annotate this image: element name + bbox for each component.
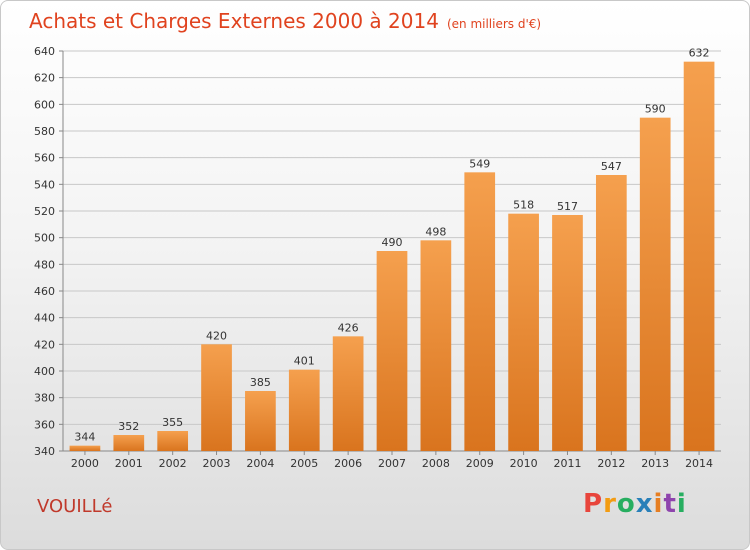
- x-tick-label: 2014: [685, 457, 713, 470]
- x-tick-label: 2012: [597, 457, 625, 470]
- data-label: 518: [513, 199, 534, 212]
- proxiti-logo: Proxiti: [583, 489, 687, 519]
- x-tick-label: 2008: [422, 457, 450, 470]
- y-tick-label: 560: [34, 152, 55, 165]
- logo-letter: t: [663, 489, 677, 519]
- y-tick-label: 460: [34, 285, 55, 298]
- data-label: 590: [645, 103, 666, 116]
- y-tick-label: 380: [34, 392, 55, 405]
- logo-letter: r: [603, 489, 617, 519]
- logo-letter: i: [653, 489, 664, 519]
- y-tick-label: 480: [34, 258, 55, 271]
- x-tick-label: 2010: [510, 457, 538, 470]
- x-tick-label: 2000: [71, 457, 99, 470]
- y-tick-label: 600: [34, 98, 55, 111]
- data-label: 401: [294, 355, 315, 368]
- bar-2013: [639, 117, 671, 452]
- bar-2006: [332, 336, 364, 451]
- data-label: 547: [601, 160, 622, 173]
- bar-2001: [113, 435, 145, 451]
- bar-2009: [464, 172, 496, 452]
- x-tick-label: 2011: [553, 457, 581, 470]
- x-tick-label: 2003: [203, 457, 231, 470]
- x-tick-label: 2006: [334, 457, 362, 470]
- x-tick-label: 2001: [115, 457, 143, 470]
- y-tick-label: 500: [34, 232, 55, 245]
- x-tick-label: 2004: [246, 457, 274, 470]
- logo-letter: P: [583, 489, 604, 519]
- chart-title: Achats et Charges Externes 2000 à 2014 (e…: [29, 9, 541, 33]
- bar-2014: [683, 61, 715, 452]
- data-label: 344: [74, 431, 95, 444]
- y-tick-label: 540: [34, 178, 55, 191]
- x-tick-label: 2013: [641, 457, 669, 470]
- chart-title-text: Achats et Charges Externes 2000 à 2014: [29, 9, 439, 33]
- data-label: 385: [250, 376, 271, 389]
- data-label: 426: [338, 321, 359, 334]
- data-label: 355: [162, 416, 183, 429]
- logo-letter: i: [676, 489, 687, 519]
- x-tick-label: 2007: [378, 457, 406, 470]
- data-label: 632: [689, 47, 710, 60]
- y-tick-label: 440: [34, 312, 55, 325]
- y-tick-label: 400: [34, 365, 55, 378]
- chart-unit-label: (en milliers d'€): [446, 17, 542, 31]
- bar-2007: [376, 251, 408, 451]
- data-label: 549: [469, 157, 490, 170]
- bars: 344 352 355 420 385 401 426 490 498 549 518 517 547 5…: [69, 47, 715, 452]
- commune-name: VOUILLé: [37, 496, 113, 517]
- bar-2002: [157, 431, 189, 451]
- y-tick-label: 640: [34, 45, 55, 58]
- bar-2005: [288, 369, 320, 451]
- bar-2012: [595, 175, 627, 451]
- y-tick-label: 360: [34, 418, 55, 431]
- x-tick-label: 2005: [290, 457, 318, 470]
- data-label: 517: [557, 200, 578, 213]
- x-tick-label: 2002: [159, 457, 187, 470]
- y-tick-label: 420: [34, 338, 55, 351]
- data-label: 420: [206, 329, 227, 342]
- y-tick-label: 520: [34, 205, 55, 218]
- logo-letter: o: [616, 489, 636, 519]
- logo-letter: x: [635, 489, 654, 519]
- data-label: 490: [382, 236, 403, 249]
- bar-2011: [552, 215, 583, 451]
- bar-2003: [201, 344, 232, 451]
- y-tick-label: 620: [34, 72, 55, 85]
- bar-2010: [508, 213, 539, 451]
- y-tick-label: 580: [34, 125, 55, 138]
- bar-2000: [69, 445, 101, 451]
- x-tick-label: 2009: [466, 457, 494, 470]
- data-label: 498: [425, 225, 446, 238]
- data-label: 352: [118, 420, 139, 433]
- x-axis: 2000 2001 2002 2003 2004 2005 2006 2007 2008 2009…: [71, 451, 713, 470]
- bar-2004: [245, 391, 276, 451]
- y-tick-label: 340: [34, 445, 55, 458]
- bar-2008: [420, 240, 452, 451]
